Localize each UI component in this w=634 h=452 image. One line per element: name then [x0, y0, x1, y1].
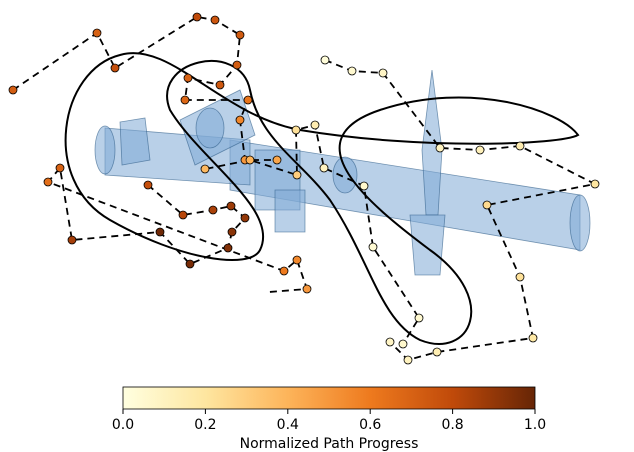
colorbar-tick-label: 0.0: [112, 417, 134, 433]
waypoint: [43, 177, 53, 187]
waypoint: [291, 125, 301, 135]
waypoint: [200, 164, 210, 174]
colorbar-tick-label: 0.4: [277, 417, 299, 433]
waypoint: [528, 333, 538, 343]
waypoint: [302, 284, 312, 294]
waypoint: [279, 266, 289, 276]
waypoint: [319, 163, 329, 173]
waypoint: [180, 95, 190, 105]
waypoint: [232, 60, 242, 70]
waypoint-link: [46, 165, 309, 293]
colorbar: [122, 386, 536, 410]
waypoint: [515, 272, 525, 282]
waypoint: [235, 115, 245, 125]
waypoint: [515, 141, 525, 151]
waypoint: [223, 243, 233, 253]
waypoint: [243, 95, 253, 105]
waypoint: [208, 205, 218, 215]
waypoint: [183, 73, 193, 83]
waypoint: [590, 179, 600, 189]
waypoint: [432, 347, 442, 357]
waypoint: [67, 235, 77, 245]
waypoint: [245, 155, 255, 165]
waypoint: [143, 180, 153, 190]
waypoint: [359, 181, 369, 191]
pipes: [94, 69, 591, 276]
colorbar-tick-label: 0.6: [359, 417, 381, 433]
waypoint: [320, 55, 330, 65]
waypoint-link: [12, 16, 277, 161]
waypoint: [240, 213, 250, 223]
waypoint: [55, 163, 65, 173]
waypoint: [92, 28, 102, 38]
waypoint: [272, 155, 282, 165]
waypoint: [185, 259, 195, 269]
waypoint: [482, 200, 492, 210]
waypoint: [292, 170, 302, 180]
waypoint: [292, 255, 302, 265]
waypoint: [210, 15, 220, 25]
waypoint: [475, 145, 485, 155]
colorbar-tick-label: 1.0: [524, 417, 546, 433]
waypoint: [226, 201, 236, 211]
colorbar-tick-label: 0.2: [194, 417, 216, 433]
waypoint: [215, 80, 225, 90]
waypoint: [414, 313, 424, 323]
waypoint: [8, 85, 18, 95]
path-points: [8, 12, 600, 365]
waypoint: [192, 12, 202, 22]
waypoint: [227, 227, 237, 237]
waypoint: [347, 66, 357, 76]
waypoint: [310, 120, 320, 130]
waypoint: [368, 242, 378, 252]
waypoint: [110, 63, 120, 73]
waypoint: [385, 337, 395, 347]
colorbar-tick-label: 0.8: [441, 417, 463, 433]
waypoint: [403, 355, 413, 365]
waypoint: [398, 339, 408, 349]
waypoint: [435, 143, 445, 153]
waypoint: [155, 227, 165, 237]
waypoint: [235, 30, 245, 40]
waypoint: [378, 68, 388, 78]
trajectory: [64, 52, 580, 345]
waypoint: [178, 210, 188, 220]
colorbar-label: Normalized Path Progress: [240, 436, 419, 452]
